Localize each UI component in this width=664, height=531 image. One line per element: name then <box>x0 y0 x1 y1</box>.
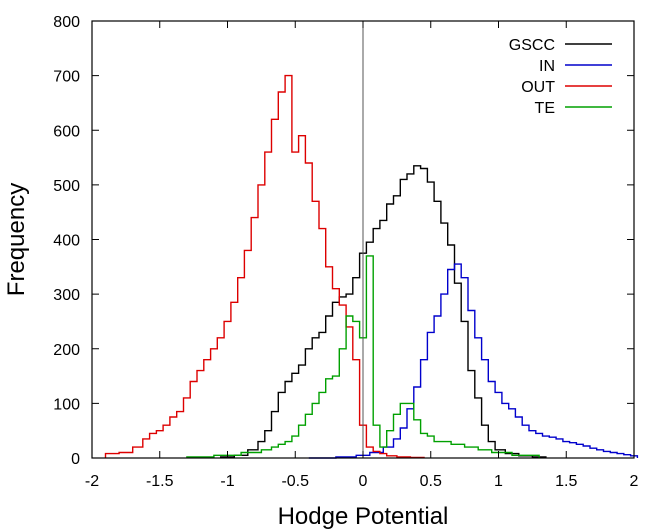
series-layer <box>104 74 639 459</box>
legend-label-gscc: GSCC <box>509 37 555 54</box>
y-tick-label: 500 <box>53 178 80 195</box>
y-tick-label: 800 <box>53 14 80 31</box>
out-series-line <box>104 74 425 459</box>
x-tick-label: 1 <box>494 473 503 490</box>
y-tick-label: 600 <box>53 123 80 140</box>
legend-label-in: IN <box>539 58 555 75</box>
legend-label-te: TE <box>535 100 555 117</box>
x-tick-label: -0.5 <box>281 473 309 490</box>
in-series-line <box>308 263 639 459</box>
x-tick-label: -1.5 <box>146 473 174 490</box>
y-tick-label: 300 <box>53 287 80 304</box>
y-tick-label: 400 <box>53 233 80 250</box>
x-tick-label: 1.5 <box>555 473 577 490</box>
legend-label-out: OUT <box>521 79 555 96</box>
x-tick-label: 2 <box>630 473 639 490</box>
gscc-series-line <box>220 165 547 458</box>
te-series-line <box>186 255 540 458</box>
x-tick-label: -1 <box>220 473 234 490</box>
x-tick-label: 0.5 <box>420 473 442 490</box>
y-tick-label: 0 <box>71 451 80 468</box>
y-axis-title: Frequency <box>3 183 30 296</box>
x-axis-title: Hodge Potential <box>278 503 449 530</box>
x-tick-label: 0 <box>359 473 368 490</box>
tick-layer: -2 -1.5 -1 -0.5 0 0.5 1 1.5 2 0 100 200 300 400 500 600… <box>53 14 638 490</box>
x-tick-label: -2 <box>85 473 99 490</box>
legend: GSCC IN OUT TE <box>509 37 612 117</box>
y-tick-label: 200 <box>53 342 80 359</box>
y-tick-label: 700 <box>53 69 80 86</box>
y-tick-label: 100 <box>53 396 80 413</box>
